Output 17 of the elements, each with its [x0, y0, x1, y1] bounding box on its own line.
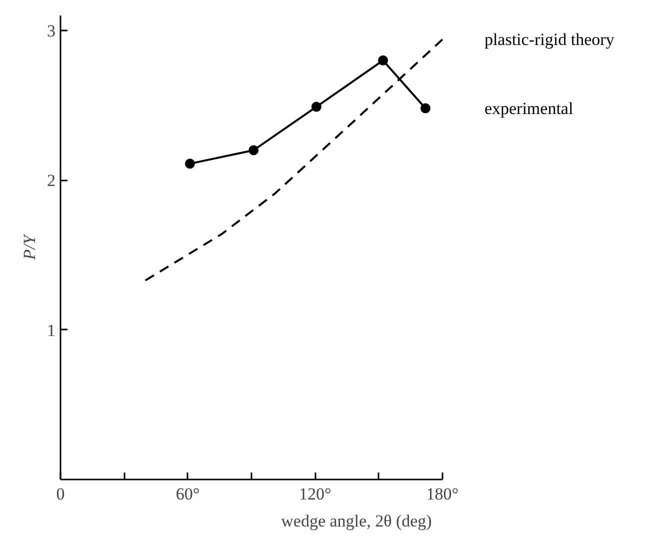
point: [311, 102, 322, 112]
point: [184, 158, 195, 169]
x-tick-label: 180°: [426, 484, 459, 504]
y-axis-title: P/Y: [20, 234, 39, 261]
y-tick-label: 1: [47, 320, 56, 340]
point: [248, 145, 259, 156]
x-tick-label: 0: [56, 484, 65, 504]
x-tick-label: 60°: [176, 484, 200, 504]
point: [420, 103, 430, 114]
y-tick-label: 2: [47, 171, 56, 190]
y-tick-label: 3: [47, 21, 56, 40]
text: plastic-rigid theory: [484, 30, 615, 49]
point: [378, 55, 388, 66]
x-tick-label: 120°: [298, 484, 332, 504]
line-series: [144, 38, 444, 282]
text: experimental: [484, 98, 574, 118]
x-axis-title: wedge angle, 2θ (deg): [281, 512, 432, 530]
